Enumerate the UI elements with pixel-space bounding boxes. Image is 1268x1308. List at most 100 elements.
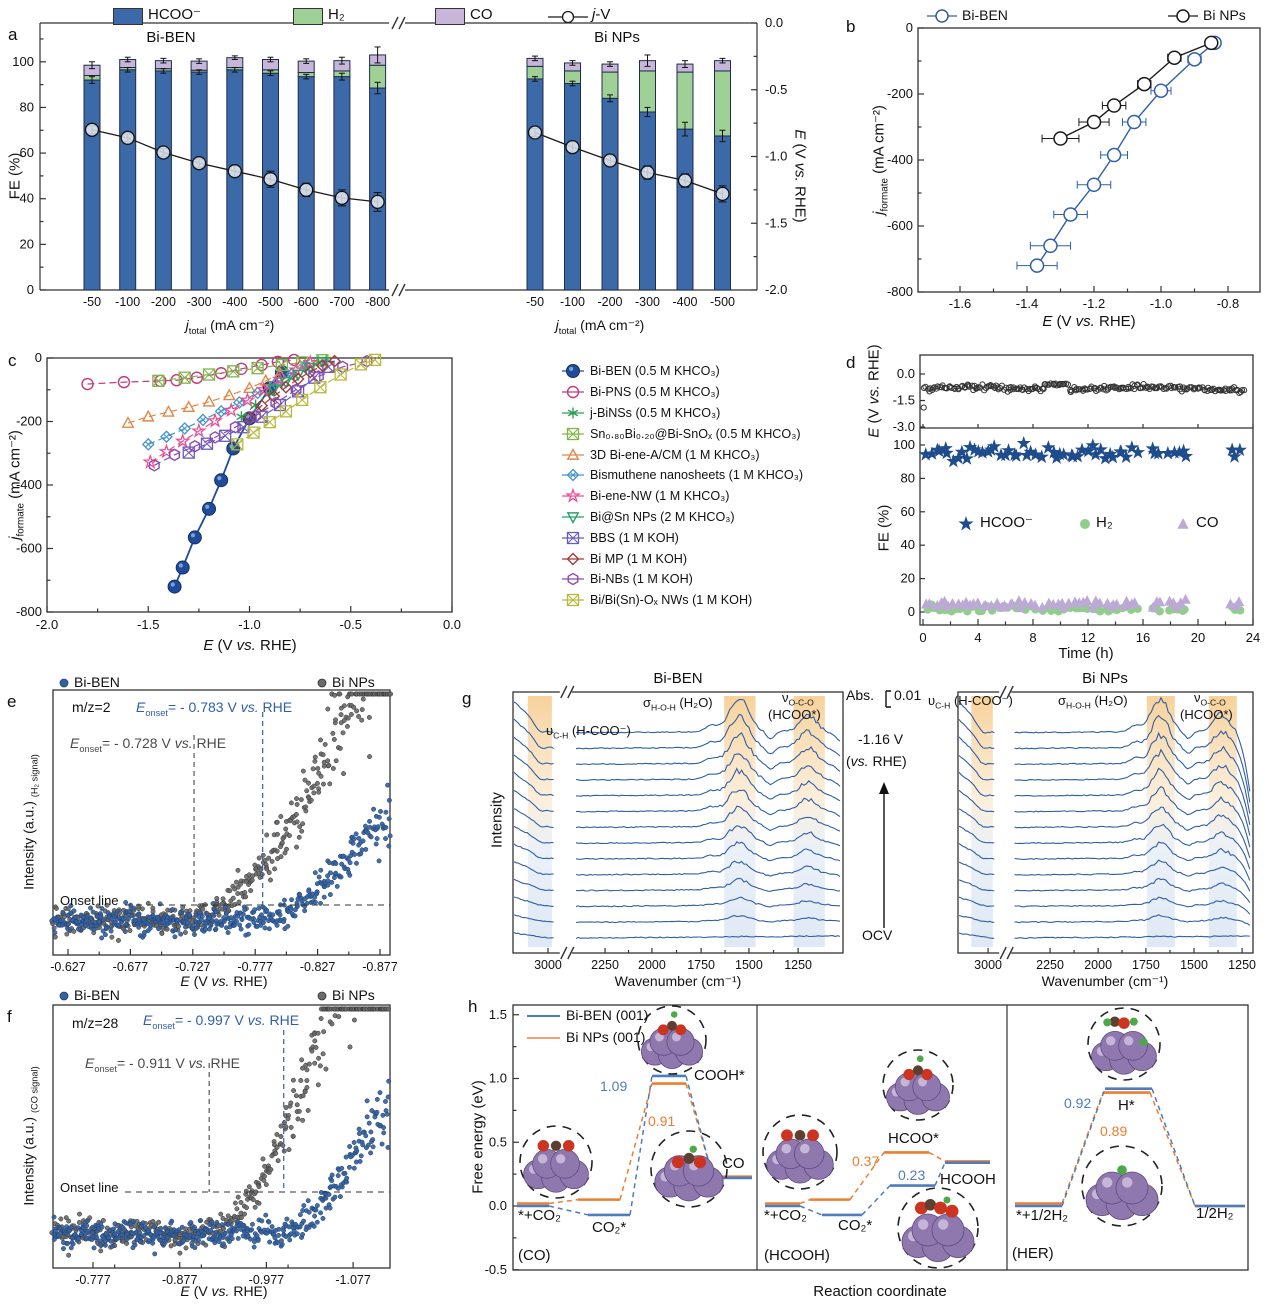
panel-f-onset-binps: Eonset= - 0.911 V vs. RHE	[85, 1055, 241, 1074]
panel-e-legend-symbols	[59, 678, 327, 688]
h-her-barrier-orange: 0.89	[1100, 1123, 1128, 1139]
legend-label: j-BiNSs (0.5 M KHCO₃)	[590, 405, 721, 420]
svg-text:0: 0	[908, 604, 915, 619]
panel-e-xlabel: E (V vs. RHE)	[180, 973, 268, 989]
panel-label-e: e	[7, 692, 17, 711]
panel-g-curves-1	[958, 696, 1251, 939]
svg-text:1500: 1500	[1180, 958, 1208, 972]
legend-item: Sn₀.₈₀Bi₀.₂₀@Bi-SnOₓ (0.5 M KHCO₃)	[560, 423, 880, 444]
h-her-state-h: H*	[1118, 1097, 1135, 1114]
panel-h-legend-symbols	[527, 1015, 560, 1039]
panel-d-hcoo-label: HCOO⁻	[980, 514, 1033, 531]
panel-e-onset-lines	[125, 712, 390, 906]
svg-text:40: 40	[20, 191, 34, 206]
panel-f-axes: -0.777 -0.877 -0.977 -1.077	[75, 1262, 371, 1287]
svg-text:2250: 2250	[1036, 958, 1064, 972]
svg-text:-1.0: -1.0	[765, 149, 787, 164]
svg-text:80: 80	[20, 99, 34, 114]
panel-label-f: f	[7, 1007, 12, 1026]
svg-text:0: 0	[906, 20, 913, 35]
svg-text:-400: -400	[222, 295, 247, 309]
svg-text:-0.777: -0.777	[237, 960, 272, 974]
svg-text:-2.0: -2.0	[36, 617, 58, 632]
svg-text:12: 12	[1081, 630, 1095, 645]
h-hcooh-pathway-label: (HCOOH)	[764, 1247, 830, 1264]
svg-text:8: 8	[1029, 630, 1036, 645]
svg-text:-600: -600	[16, 541, 42, 556]
svg-text:100: 100	[12, 54, 34, 69]
svg-text:-800: -800	[887, 284, 913, 299]
svg-text:0: 0	[919, 630, 926, 645]
legend-co-swatch	[435, 8, 465, 25]
h-hcooh-barrier-blue: 0.23	[898, 1167, 926, 1183]
legend-label: Bi-NBs (1 M KOH)	[590, 572, 693, 587]
svg-text:3000: 3000	[534, 958, 562, 972]
svg-text:-1.5: -1.5	[893, 393, 915, 408]
panel-b-series-1	[1041, 35, 1219, 146]
svg-text:-1.0: -1.0	[1150, 296, 1172, 311]
svg-text:-0.977: -0.977	[249, 1273, 284, 1287]
svg-text:-1.077: -1.077	[335, 1273, 370, 1287]
legend-marker-icon	[562, 487, 584, 503]
panel-f-frame	[52, 1004, 391, 1269]
svg-text:-500: -500	[710, 295, 735, 309]
panel-d-inplot-legend	[958, 515, 1189, 531]
svg-text:0.0: 0.0	[765, 15, 783, 30]
panel-g-title-biben: Bi-BEN	[653, 670, 703, 687]
svg-text:0.0: 0.0	[489, 1198, 507, 1213]
panel-g-ann-oco2-right: (HCOO*)	[1180, 707, 1233, 722]
panel-b-legend-biben: Bi-BEN	[962, 7, 1008, 23]
h-her-barrier-blue: 0.92	[1064, 1095, 1092, 1111]
panel-h-frame	[512, 1004, 1249, 1271]
svg-text:-0.827: -0.827	[300, 960, 335, 974]
panel-a-jv-biben	[84, 122, 385, 212]
legend-jv-label: j-V	[592, 6, 611, 23]
legend-label: Bi MP (1 M KOH)	[590, 551, 688, 566]
panel-label-c: c	[8, 351, 17, 370]
legend-label: BBS (1 M KOH)	[590, 530, 679, 545]
svg-text:16: 16	[1136, 630, 1150, 645]
molecule-inset	[882, 1049, 954, 1121]
panel-g-middle-marks	[879, 690, 891, 928]
svg-text:-3.0: -3.0	[893, 419, 915, 434]
h-hcooh-state-hcoo: HCOO*	[888, 1130, 939, 1147]
panel-c-series-6	[142, 354, 319, 469]
svg-text:-300: -300	[635, 295, 660, 309]
molecule-inset	[762, 1114, 838, 1190]
panel-d-e-scatter	[920, 380, 1248, 411]
svg-text:0: 0	[27, 282, 34, 297]
svg-text:-1.6: -1.6	[949, 296, 971, 311]
molecule-inset	[519, 1125, 593, 1199]
panel-a-xlabel-right: jtotal (mA cm⁻²)	[555, 317, 645, 336]
svg-text:-800: -800	[16, 604, 42, 619]
panel-label-d: d	[846, 353, 856, 372]
panel-g-bands-1	[971, 696, 1237, 947]
panel-f-xlabel: E (V vs. RHE)	[180, 1283, 268, 1299]
h-her-pathway-label: (HER)	[1012, 1245, 1054, 1262]
panel-e-onset-line-label: Onset line	[60, 893, 119, 908]
svg-text:-400: -400	[672, 295, 697, 309]
panel-d-xlabel: Time (h)	[1058, 645, 1114, 662]
svg-text:-700: -700	[329, 295, 354, 309]
panel-f-onset-line-label: Onset line	[60, 1180, 119, 1195]
svg-text:-0.777: -0.777	[75, 1273, 110, 1287]
svg-text:1750: 1750	[1132, 958, 1160, 972]
panel-g-ann-oco-right: νO-C-O	[1194, 690, 1226, 708]
svg-text:0.0: 0.0	[897, 366, 915, 381]
legend-item: Bi MP (1 M KOH)	[560, 548, 880, 569]
panel-label-h: h	[468, 997, 478, 1016]
panel-d-h2-label: H₂	[1096, 514, 1113, 531]
h-co-pathway-label: (CO)	[518, 1247, 551, 1264]
svg-text:1250: 1250	[784, 958, 812, 972]
panel-g-ann-ch-right: υC-H (H-COO⁻)	[928, 693, 1013, 711]
panel-c-series-11	[231, 353, 382, 451]
panel-f-onset-biben: Eonset= - 0.997 V vs. RHE	[143, 1012, 300, 1031]
svg-text:100: 100	[893, 437, 915, 452]
legend-item: 3D Bi-ene-A/CM (1 M KHCO₃)	[560, 444, 880, 465]
legend-label: 3D Bi-ene-A/CM (1 M KHCO₃)	[590, 447, 760, 462]
panel-f-scatter-0	[49, 1006, 391, 1258]
svg-text:-0.627: -0.627	[50, 960, 85, 974]
legend-marker-icon	[562, 531, 584, 544]
